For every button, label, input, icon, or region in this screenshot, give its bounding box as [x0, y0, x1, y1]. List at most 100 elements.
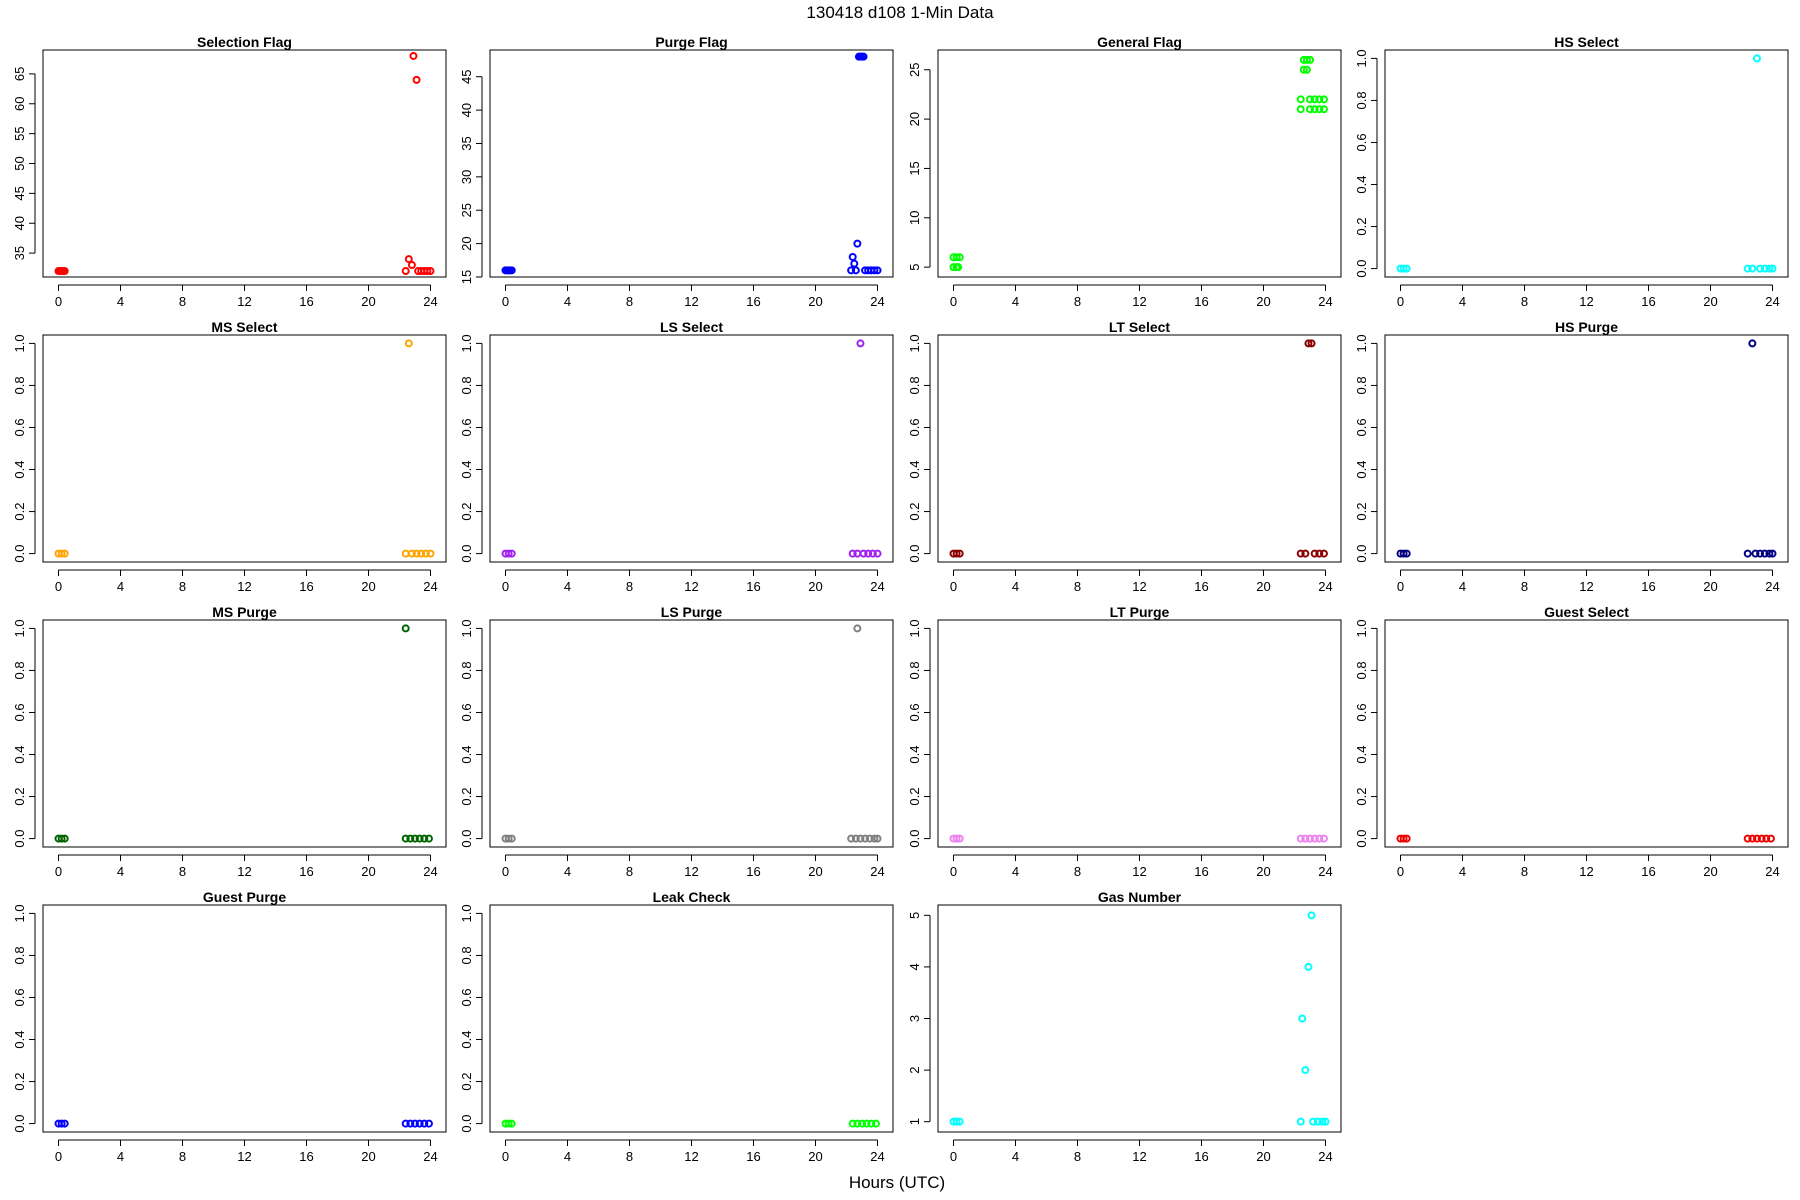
- y-tick-label: 0.6: [1354, 703, 1369, 721]
- y-tick-label: 0.8: [459, 376, 474, 394]
- x-tick-label: 16: [299, 864, 313, 879]
- x-tick-label: 16: [746, 579, 760, 594]
- y-tick-label: 0.0: [12, 1115, 27, 1133]
- plot-frame: [937, 49, 1342, 278]
- x-tick-label: 24: [423, 1149, 437, 1164]
- x-tick-label: 0: [1397, 294, 1404, 309]
- y-tick-label: 40: [12, 216, 27, 230]
- y-tick-label: 40: [459, 103, 474, 117]
- y-tick-label: 10: [907, 211, 922, 225]
- x-tick-label: 12: [684, 294, 698, 309]
- data-point: [1765, 549, 1774, 558]
- data-point: [1743, 834, 1752, 843]
- data-point: [1765, 264, 1774, 273]
- panel-ls-select: LS Select 0 4 8 12 16 20 24 0.0 0.2 0.4 0.6 0.8 1.0: [459, 319, 894, 594]
- data-point: [60, 834, 69, 843]
- x-tick-label: 4: [564, 579, 571, 594]
- data-point: [853, 624, 862, 633]
- data-point: [401, 1119, 410, 1128]
- data-point: [424, 834, 433, 843]
- x-tick-label: 8: [179, 294, 186, 309]
- data-point: [1306, 105, 1314, 114]
- x-tick-label: 20: [808, 579, 822, 594]
- data-point: [955, 253, 964, 262]
- y-tick-label: 0.4: [12, 1030, 27, 1048]
- y-tick-label: 0.8: [459, 946, 474, 964]
- data-point: [861, 834, 870, 843]
- data-point: [1307, 339, 1316, 348]
- y-tick-label: 0.8: [907, 661, 922, 679]
- data-point: [420, 834, 429, 843]
- panel-title: Guest Select: [1544, 604, 1629, 620]
- x-tick-label: 4: [117, 1149, 124, 1164]
- x-tick-label: 8: [1521, 864, 1528, 879]
- data-point: [1301, 549, 1310, 558]
- plot-frame: [1384, 619, 1789, 848]
- x-tick-label: 24: [870, 1149, 884, 1164]
- data-point: [1310, 549, 1319, 558]
- data-point: [412, 75, 421, 84]
- data-point: [1296, 105, 1305, 114]
- data-point: [1304, 339, 1313, 348]
- x-tick-label: 4: [1012, 294, 1019, 309]
- x-tick-label: 16: [1641, 864, 1655, 879]
- data-point: [507, 834, 516, 843]
- x-tick-label: 16: [299, 1149, 313, 1164]
- data-point: [1760, 264, 1769, 273]
- x-tick-label: 8: [1521, 579, 1528, 594]
- data-point: [859, 549, 868, 558]
- y-tick-label: 1.0: [12, 334, 27, 352]
- data-point: [1768, 264, 1777, 273]
- y-tick-label: 0.0: [459, 1115, 474, 1133]
- plot-frame: [1384, 49, 1789, 278]
- y-tick-label: 35: [12, 246, 27, 260]
- data-point: [1319, 549, 1328, 558]
- data-point: [507, 266, 516, 275]
- data-point: [870, 266, 879, 275]
- x-tick-label: 24: [1765, 294, 1779, 309]
- x-tick-label: 8: [1074, 864, 1081, 879]
- data-point: [415, 1119, 424, 1128]
- x-tick-label: 20: [361, 1149, 375, 1164]
- data-point: [1306, 95, 1314, 104]
- y-tick-label: 0.4: [459, 460, 474, 478]
- data-point: [865, 834, 874, 843]
- data-point: [411, 834, 419, 843]
- data-point: [60, 549, 69, 558]
- data-point: [406, 1119, 415, 1128]
- panel-ms-select: MS Select 0 4 8 12 16 20 24 0.0 0.2 0.4 0.6 0.8 1.0: [12, 319, 447, 594]
- data-point: [504, 1119, 513, 1128]
- y-tick-label: 0.6: [459, 418, 474, 436]
- data-point: [1756, 264, 1765, 273]
- panel-title: LT Purge: [1110, 604, 1170, 620]
- x-tick-label: 20: [361, 579, 375, 594]
- x-tick-label: 0: [55, 579, 62, 594]
- data-point: [1301, 834, 1310, 843]
- data-point: [423, 267, 432, 276]
- y-tick-label: 25: [907, 63, 922, 77]
- data-point: [955, 834, 964, 843]
- data-point: [864, 549, 873, 558]
- y-tick-label: 0.2: [1354, 218, 1369, 236]
- y-tick-label: 15: [459, 270, 474, 284]
- data-point: [1302, 55, 1311, 64]
- x-tick-label: 12: [1132, 579, 1146, 594]
- data-point: [57, 834, 66, 843]
- panel-leak-check: Leak Check 0 4 8 12 16 20 24 0.0 0.2 0.4 0.6 0.8 1.0: [459, 889, 894, 1164]
- x-tick-label: 24: [1765, 579, 1779, 594]
- y-tick-label: 60: [12, 97, 27, 111]
- x-tick-label: 0: [502, 294, 509, 309]
- data-point: [1310, 834, 1319, 843]
- panel-selection-flag: Selection Flag 0 4 8 12 16 20 24 35 40 45 50 55 60 65: [12, 34, 447, 309]
- plot-frame: [42, 49, 447, 278]
- data-point: [1760, 549, 1769, 558]
- x-tick-label: 20: [808, 864, 822, 879]
- y-tick-label: 1.0: [907, 619, 922, 637]
- x-tick-label: 12: [684, 1149, 698, 1164]
- y-tick-label: 0.6: [459, 988, 474, 1006]
- x-tick-label: 20: [808, 294, 822, 309]
- x-tick-label: 16: [299, 579, 313, 594]
- y-tick-label: 45: [459, 69, 474, 83]
- x-tick-label: 16: [1641, 579, 1655, 594]
